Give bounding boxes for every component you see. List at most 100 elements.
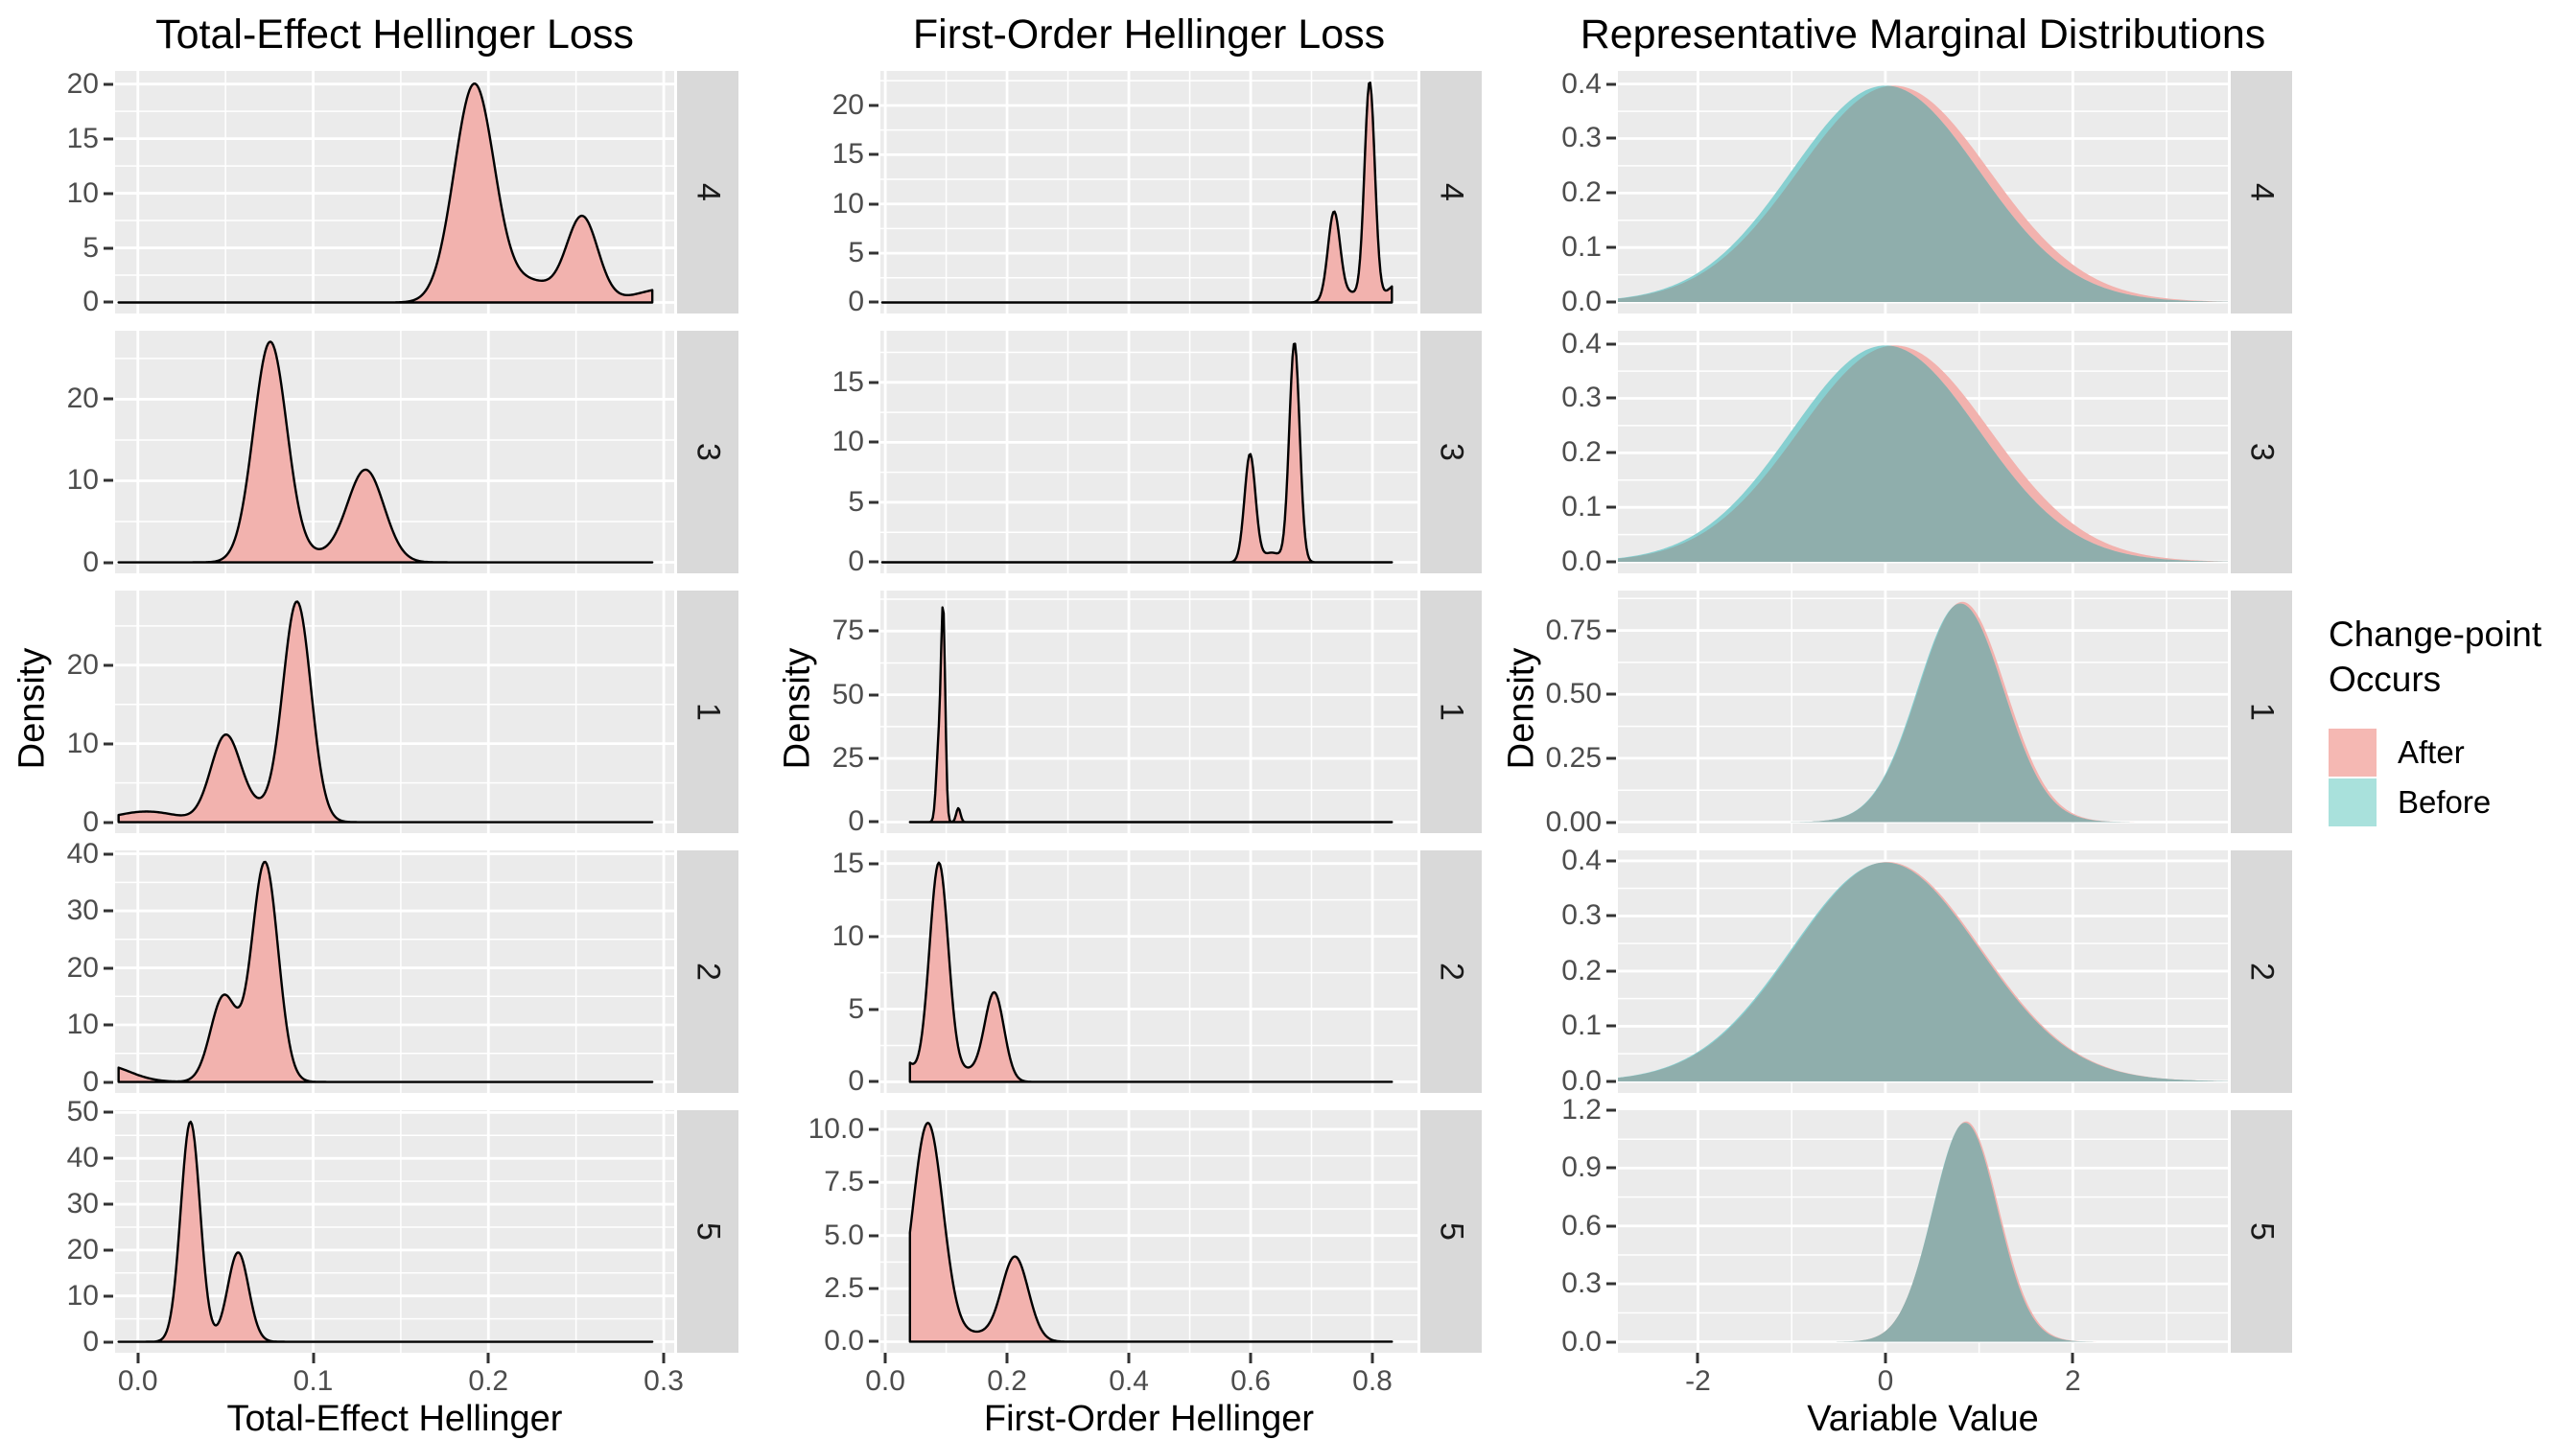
y-tick-label: 5	[848, 992, 864, 1025]
panel-cell	[1618, 331, 2228, 573]
y-tick-mark	[104, 966, 113, 970]
x-tick-label: 0.0	[117, 1365, 158, 1397]
y-tick-mark	[104, 1202, 113, 1206]
y-tick-label: 0	[848, 805, 864, 838]
facet-strip: 5	[677, 1110, 738, 1353]
y-tick-label: 40	[66, 837, 99, 870]
panel-cell	[115, 850, 674, 1093]
y-label-spacer	[12, 1353, 50, 1397]
y-axis-ticks: 0 25 50 75	[815, 591, 880, 837]
y-tick-mark	[869, 629, 878, 633]
density-panel-marginals-facet-4	[1618, 71, 2228, 314]
y-axis-ticks: 0 10 20	[50, 331, 115, 578]
plot-title-marginals: Representative Marginal Distributions	[1581, 6, 2266, 71]
y-tick-mark	[869, 251, 878, 255]
facet-strip-label: 1	[1433, 703, 1470, 721]
y-tick-mark	[1606, 1080, 1616, 1083]
y-label-spacer	[777, 850, 815, 1093]
density-panel-total-effect-facet-4	[115, 71, 674, 314]
y-tick-label: 5	[848, 237, 864, 269]
y-tick-label: 0.6	[1561, 1209, 1602, 1242]
y-axis-ticks: 0 10 20	[50, 591, 115, 838]
facet-strip: 2	[677, 850, 738, 1093]
plot-total-effect-hellinger-loss: Total-Effect Hellinger Loss 0 5 10 15 20 4 0 10…	[12, 6, 738, 1440]
y-tick-label: 0.25	[1545, 741, 1602, 774]
x-tick-mark	[662, 1353, 666, 1363]
y-tick-label: 10	[831, 919, 864, 952]
x-tick-mark	[2071, 1353, 2074, 1363]
x-tick-label: 0.2	[468, 1365, 509, 1397]
y-label-spacer	[12, 331, 50, 573]
y-tick-mark	[104, 1294, 113, 1298]
y-tick-label: 20	[66, 648, 99, 681]
y-tick-mark	[1606, 342, 1616, 346]
facet-row-first-order-5: 0.0 2.5 5.0 7.5 10.0 5	[777, 1110, 1482, 1357]
facet-row-first-order-1: 0 25 50 75 1	[777, 591, 1482, 837]
y-tick-label: 0.0	[1561, 546, 1602, 578]
y-tick-mark	[869, 756, 878, 760]
y-tick-label: 0.00	[1545, 805, 1602, 838]
density-panel-marginals-facet-5	[1618, 1110, 2228, 1353]
y-tick-mark	[1606, 560, 1616, 564]
y-tick-label: 30	[66, 1188, 99, 1220]
y-axis-ticks: 0.00 0.25 0.50 0.75	[1539, 591, 1618, 838]
panel-cell	[1618, 591, 2228, 833]
y-tick-mark	[1606, 969, 1616, 973]
facet-strip: 4	[1420, 71, 1482, 314]
panel-cell	[1618, 71, 2228, 314]
y-tick-mark	[869, 693, 878, 697]
x-axis-spacer	[50, 1353, 115, 1397]
y-tick-mark	[104, 1080, 113, 1084]
x-tick-mark	[486, 1353, 490, 1363]
y-label-spacer	[1501, 1110, 1539, 1353]
y-label-spacer	[777, 331, 815, 573]
y-label-spacer	[777, 71, 815, 314]
y-axis-ticks: 0 10 20 30 40 50	[50, 1096, 115, 1358]
x-tick-label: 0.1	[293, 1365, 334, 1397]
y-tick-label: 75	[831, 615, 864, 647]
y-tick-label: 0	[82, 1325, 99, 1358]
y-tick-label: 0.50	[1545, 678, 1602, 710]
x-tick-mark	[312, 1353, 316, 1363]
y-tick-mark	[869, 104, 878, 107]
panel-cell	[115, 331, 674, 573]
y-axis-ticks: 0.0 2.5 5.0 7.5 10.0	[808, 1110, 880, 1357]
panel-cell	[880, 331, 1417, 573]
x-axis-row: -2 0 2	[1501, 1353, 2292, 1397]
facet-strip-label: 3	[2243, 443, 2281, 461]
x-axis-ticks: 0.0 0.2 0.4 0.6 0.8	[865, 1353, 1417, 1397]
y-tick-mark	[1606, 136, 1616, 140]
y-tick-mark	[869, 820, 878, 824]
y-tick-mark	[869, 935, 878, 939]
facet-strip: 3	[2231, 331, 2292, 573]
y-tick-mark	[104, 561, 113, 565]
y-tick-label: 0.3	[1561, 1267, 1602, 1300]
y-tick-label: 0.3	[1561, 899, 1602, 932]
y-tick-label: 0.4	[1561, 327, 1602, 360]
panel-cell	[115, 1110, 674, 1353]
y-tick-mark	[104, 1248, 113, 1252]
y-tick-mark	[869, 1339, 878, 1343]
legend-label-after: After	[2398, 733, 2465, 770]
y-tick-mark	[104, 1340, 113, 1344]
y-tick-mark	[104, 663, 113, 667]
y-tick-label: 0.2	[1561, 954, 1602, 987]
x-axis-ticks: 0.0 0.1 0.2 0.3	[115, 1353, 684, 1397]
facet-strip-label: 4	[690, 183, 727, 201]
y-tick-label: 15	[66, 122, 99, 154]
y-tick-label: 50	[66, 1096, 99, 1128]
x-tick-label: 0.0	[865, 1365, 905, 1397]
y-tick-mark	[104, 1110, 113, 1114]
x-tick-mark	[136, 1353, 140, 1363]
y-tick-mark	[1606, 1340, 1616, 1344]
y-tick-mark	[104, 852, 113, 856]
y-label-spacer	[12, 850, 50, 1093]
y-tick-label: 20	[66, 1233, 99, 1266]
y-tick-label: 0.0	[1561, 1064, 1602, 1097]
panel-cell	[880, 850, 1417, 1093]
facet-row-marginals-5: 0.0 0.3 0.6 0.9 1.2 5	[1501, 1094, 2292, 1358]
y-tick-mark	[104, 246, 113, 250]
y-tick-label: 2.5	[824, 1272, 864, 1305]
facet-strip-label: 1	[2243, 703, 2281, 721]
y-tick-label: 10	[831, 426, 864, 458]
